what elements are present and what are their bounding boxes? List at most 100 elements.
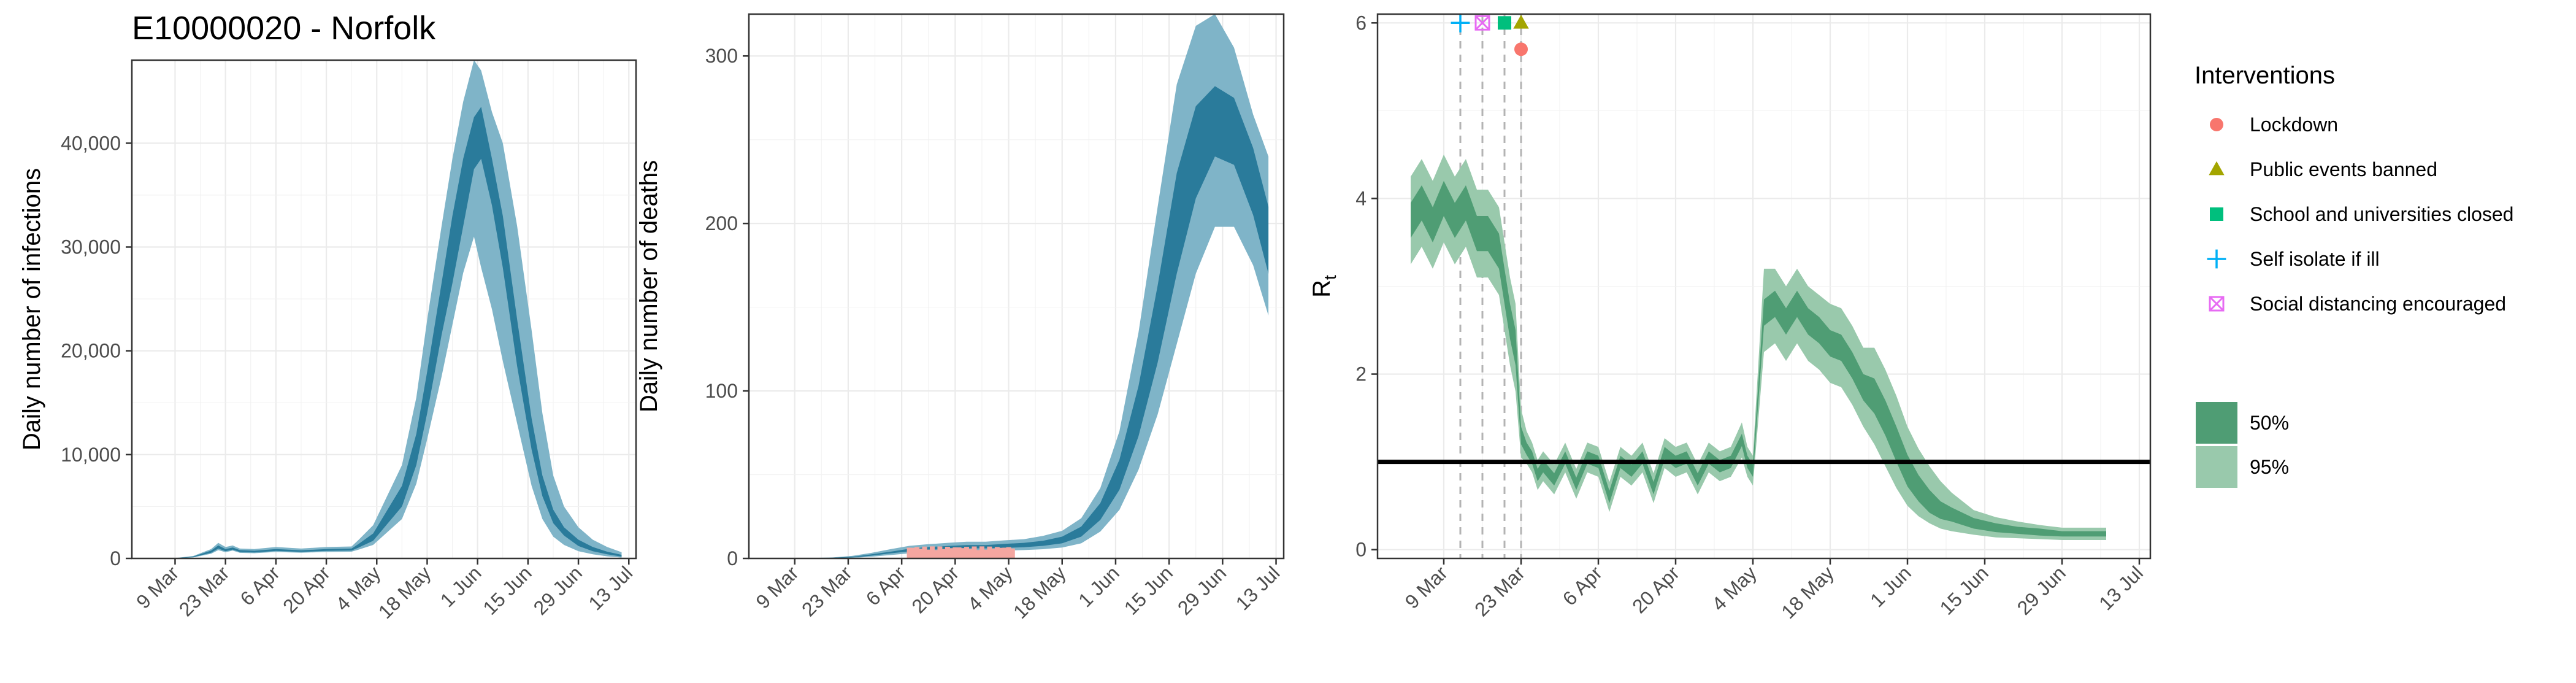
x-tick-label: 20 Apr [278, 561, 334, 617]
legend-interval-label: 50% [2250, 412, 2289, 434]
legend-key-circle [2210, 118, 2223, 131]
x-tick-label: 6 Apr [236, 561, 285, 610]
legend-item: Social distancing encouraged [2209, 293, 2506, 315]
intervention-marker-boxed-x [1474, 15, 1490, 31]
observed-death-bar [945, 547, 950, 558]
intervention-marker-plus [1451, 13, 1470, 33]
x-tick-label: 6 Apr [862, 561, 910, 610]
observed-death-bar [1010, 548, 1015, 558]
legend-key-plus [2207, 249, 2226, 269]
observed-death-bar [949, 548, 954, 558]
gridlines [749, 14, 1284, 560]
x-tick-label: 23 Mar [175, 561, 234, 620]
x-tick-label: 29 Jun [1173, 561, 1230, 619]
intervention-marker-triangle [1513, 15, 1529, 29]
legend-item: School and universities closed [2210, 203, 2513, 225]
ci50-band [1411, 180, 2106, 537]
observed-death-bar [956, 547, 962, 558]
panel-border [1376, 13, 2152, 560]
observed-death-bar [972, 546, 977, 558]
observed-death-bar [926, 549, 931, 558]
x-tick-label: 23 Mar [1470, 561, 1529, 620]
y-axis-title: Daily number of deaths [635, 160, 662, 412]
observed-death-bar [929, 546, 935, 558]
x-tick-label: 15 Jun [1120, 561, 1177, 619]
observed-death-bar [910, 547, 916, 558]
y-axis-title: Rt [1308, 275, 1340, 298]
legend-title: Interventions [2195, 62, 2335, 89]
x-tick-label: 15 Jun [478, 561, 535, 619]
x-tick-label: 1 Jun [1074, 561, 1124, 611]
legend-interval-swatch [2196, 402, 2237, 444]
observed-death-bar [1006, 547, 1011, 558]
legend-label: Lockdown [2250, 114, 2338, 136]
observed-death-bar [907, 547, 912, 558]
y-tick-label: 20,000 [61, 340, 121, 362]
observed-deaths [907, 546, 1015, 558]
legend-interval-item: 50% [2196, 402, 2289, 444]
ci50-band [794, 86, 1269, 558]
legend-item: Lockdown [2210, 114, 2338, 136]
y-axis-title: Daily number of infections [18, 168, 45, 450]
x-tick-label: 6 Apr [1558, 561, 1607, 610]
legend-interval-item: 95% [2196, 446, 2289, 488]
y-tick-label: 4 [1355, 187, 1367, 209]
y-tick-label: 100 [705, 380, 738, 402]
y-tick-label: 0 [110, 547, 121, 569]
y-tick-label: 2 [1355, 363, 1367, 385]
x-tick-label: 18 May [1009, 561, 1070, 623]
panel-border [748, 13, 1285, 560]
y-tick-label: 300 [705, 45, 738, 67]
observed-death-bar [941, 549, 946, 558]
observed-death-bar [987, 546, 992, 558]
legend-key-triangle [2209, 161, 2225, 176]
observed-death-bar [964, 547, 970, 558]
legend-key-square [2210, 207, 2223, 221]
panel-border [131, 59, 637, 560]
x-tick-label: 18 May [374, 561, 435, 623]
intervention-marker-circle [1514, 42, 1528, 56]
x-tick-label: 13 Jul [2095, 561, 2147, 614]
legend-label: Social distancing encouraged [2250, 293, 2506, 315]
page-title: E10000020 - Norfolk [132, 10, 436, 47]
observed-death-bar [918, 549, 924, 558]
legend-label: Self isolate if ill [2250, 248, 2380, 270]
rt-panel: 0 2 4 6 9 Mar 23 Mar 6 Apr 20 Apr 4 May 18 May 1 J… [1308, 12, 2152, 623]
ci95-band [153, 60, 622, 558]
legend-interval-swatch [2196, 446, 2237, 488]
observed-death-bar [1002, 547, 1008, 558]
legend-item: Public events banned [2209, 158, 2437, 180]
x-tick-label: 13 Jul [584, 561, 637, 614]
x-tick-label: 29 Jun [2013, 561, 2070, 619]
y-tick-label: 30,000 [61, 236, 121, 258]
observed-death-bar [975, 550, 981, 558]
plot-background [132, 60, 636, 558]
x-tick-label: 9 Mar [1401, 561, 1452, 613]
observed-death-bar [937, 546, 943, 558]
observed-death-bar [991, 549, 996, 558]
legend: Interventions Lockdown Public events banne… [2195, 62, 2513, 488]
x-tick-label: 1 Jun [1866, 561, 1915, 611]
observed-death-bar [953, 547, 958, 558]
ci95-band [1411, 154, 2106, 540]
x-tick-label: 15 Jun [1936, 561, 1993, 619]
legend-key-boxed-x [2209, 296, 2225, 312]
y-tick-label: 6 [1355, 12, 1367, 34]
observed-death-bar [933, 550, 939, 558]
observed-death-bar [968, 549, 973, 558]
y-tick-label: 0 [1355, 539, 1367, 561]
legend-label: School and universities closed [2250, 203, 2513, 225]
observed-death-bar [914, 547, 920, 558]
y-tick-label: 40,000 [61, 132, 121, 154]
observed-death-bar [979, 546, 984, 558]
legend-label: Public events banned [2250, 158, 2437, 180]
y-axis-subscript: t [1321, 275, 1340, 280]
x-tick-label: 1 Jun [436, 561, 486, 611]
y-tick-label: 200 [705, 212, 738, 234]
observed-death-bar [999, 547, 1004, 558]
y-tick-label: 0 [727, 547, 738, 569]
intervention-marker-square [1498, 16, 1511, 30]
observed-death-bar [983, 549, 989, 558]
